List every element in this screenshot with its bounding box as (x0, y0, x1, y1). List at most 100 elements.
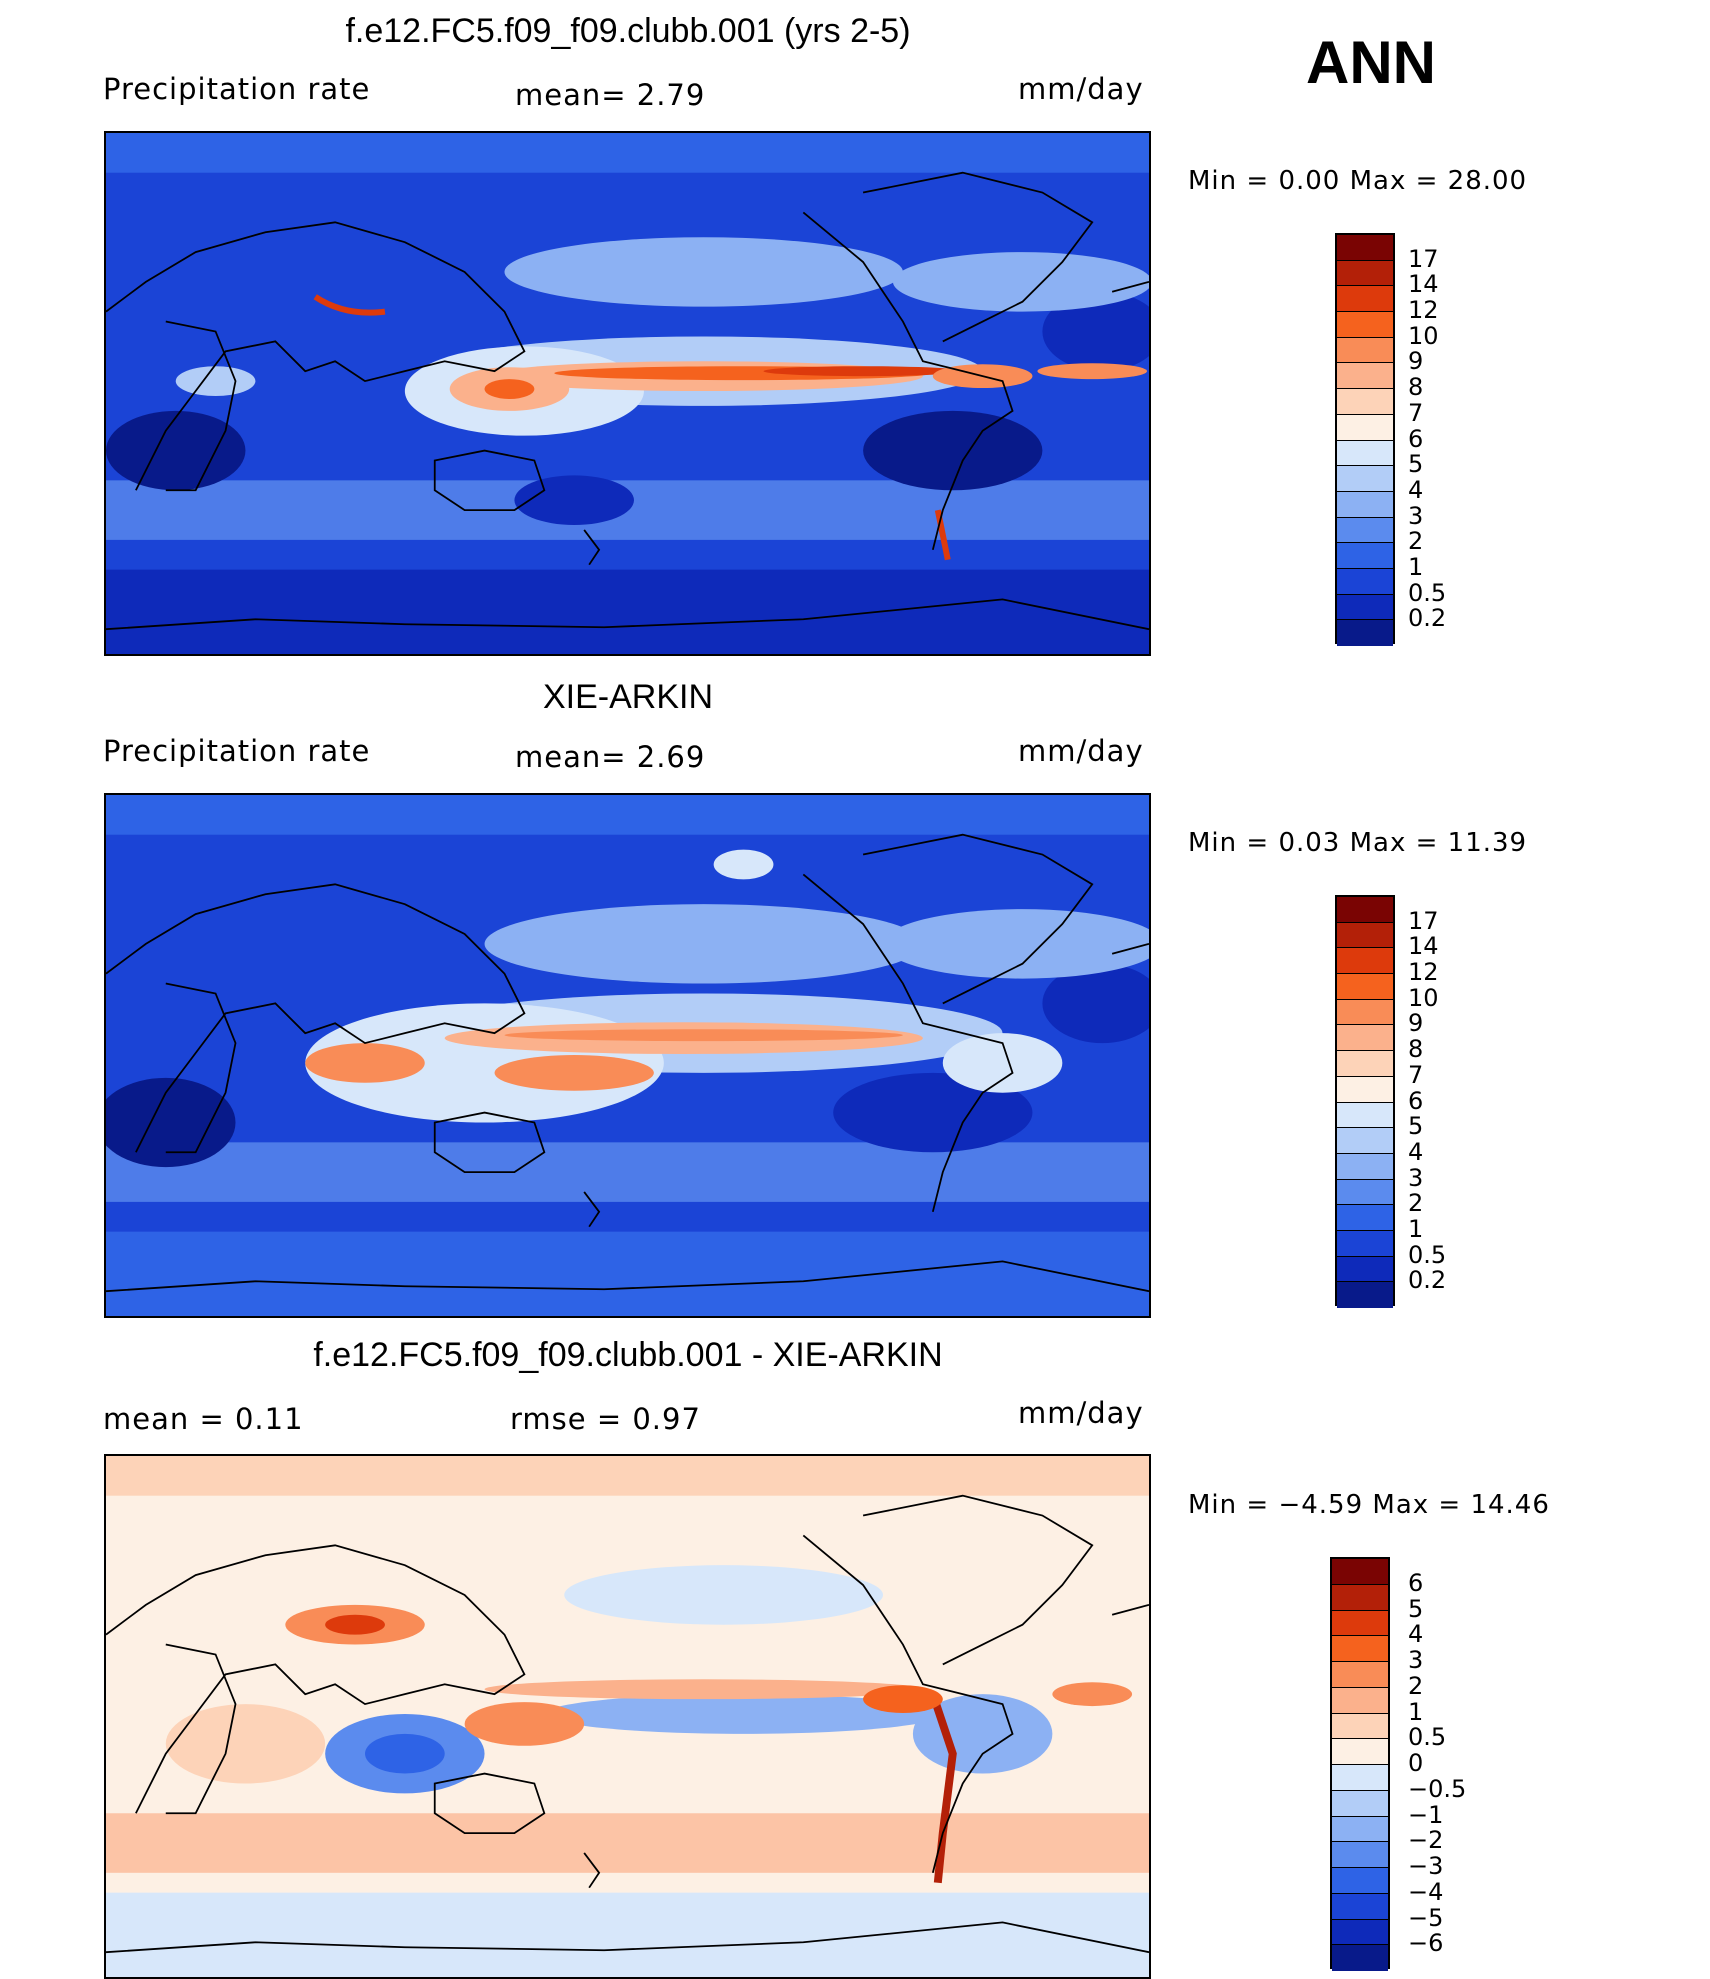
colorbar-segment (1337, 312, 1393, 338)
season-label: ANN (1306, 29, 1436, 96)
colorbar-tick-label: 6 (1408, 424, 1424, 453)
colorbar-segment (1337, 1205, 1393, 1231)
panel-minmax-obs: Min = 0.03 Max = 11.39 (1188, 828, 1528, 858)
colorbar-segment (1337, 1051, 1393, 1077)
colorbar-tick-label: 5 (1408, 1112, 1424, 1141)
colorbar-segment (1332, 1816, 1388, 1843)
colorbar-tick-label: 17 (1408, 244, 1439, 273)
colorbar-tick-label: 8 (1408, 373, 1424, 402)
colorbar-segment (1337, 948, 1393, 975)
panel-mean-diff: mean = 0.11 (103, 1402, 304, 1436)
panel-mean-model: mean= 2.79 (515, 78, 706, 112)
colorbar-tick-label: 9 (1408, 347, 1424, 376)
colorbar-tick-label: 4 (1408, 1620, 1424, 1649)
colorbar-segment (1337, 491, 1393, 518)
colorbar-obs (1335, 895, 1395, 1308)
colorbar-segment (1337, 286, 1393, 313)
colorbar-segment (1337, 1102, 1393, 1129)
colorbar-tick-label: 8 (1408, 1035, 1424, 1064)
panel-mean-obs: mean= 2.69 (515, 740, 706, 774)
colorbar-tick-label: 0.5 (1408, 1723, 1447, 1752)
colorbar-tick-label: 1 (1408, 1697, 1424, 1726)
colorbar-segment (1337, 389, 1393, 415)
colorbar-tick-label: 12 (1408, 296, 1439, 325)
colorbar-segment (1337, 440, 1393, 467)
colorbar-segment (1332, 1713, 1388, 1740)
colorbar-tick-label: 0 (1408, 1749, 1424, 1777)
panel-title-diff: f.e12.FC5.f09_f09.clubb.001 - XIE-ARKIN (313, 1336, 943, 1374)
colorbar-tick-label: 10 (1408, 983, 1439, 1012)
panel-units-diff: mm/day (1018, 1396, 1144, 1430)
colorbar-segment (1332, 1945, 1388, 1971)
colorbar-segment (1332, 1687, 1388, 1714)
colorbar-tick-label: 1 (1408, 552, 1424, 581)
colorbar-tick-label: 14 (1408, 932, 1439, 961)
colorbar-tick-label: −5 (1408, 1903, 1444, 1932)
colorbar-tick-label: −0.5 (1408, 1774, 1467, 1803)
colorbar-tick-label: −4 (1408, 1877, 1444, 1906)
colorbar-segment (1337, 543, 1393, 569)
panel-title-model: f.e12.FC5.f09_f09.clubb.001 (yrs 2-5) (345, 12, 911, 50)
colorbar-tick-label: −2 (1408, 1826, 1444, 1855)
panel-minmax-model: Min = 0.00 Max = 28.00 (1188, 166, 1528, 196)
colorbar-tick-label: −6 (1408, 1929, 1444, 1958)
colorbar-tick-label: 2 (1408, 527, 1424, 556)
colorbar-segment (1337, 1076, 1393, 1103)
map-model (104, 131, 1151, 656)
colorbar-tick-label: 3 (1408, 1646, 1424, 1674)
colorbar-segment (1332, 1919, 1388, 1946)
colorbar-segment (1332, 1842, 1388, 1868)
colorbar-segment (1332, 1790, 1388, 1817)
colorbar-segment (1332, 1610, 1388, 1637)
colorbar-segment (1337, 363, 1393, 390)
panel-left-label-model: Precipitation rate (103, 72, 371, 106)
colorbar-tick-label: 0.2 (1408, 1266, 1447, 1295)
panel-units-obs: mm/day (1018, 734, 1144, 768)
colorbar-tick-label: 3 (1408, 1163, 1424, 1192)
colorbar-tick-label: 5 (1408, 1594, 1424, 1623)
colorbar-tick-label: 6 (1408, 1086, 1424, 1115)
colorbar-tick-label: 0.5 (1408, 578, 1447, 607)
colorbar-tick-label: 4 (1408, 475, 1424, 504)
colorbar-tick-label: −1 (1408, 1800, 1444, 1829)
colorbar-segment (1337, 466, 1393, 492)
colorbar-tick-label: 4 (1408, 1137, 1424, 1166)
colorbar-segment (1332, 1559, 1388, 1585)
panel-units-model: mm/day (1018, 72, 1144, 106)
colorbar-segment (1337, 1025, 1393, 1052)
colorbar-segment (1337, 1282, 1393, 1308)
colorbar-segment (1337, 897, 1393, 923)
colorbar-segment (1337, 517, 1393, 544)
colorbar-segment (1332, 1584, 1388, 1611)
panel-left-label-obs: Precipitation rate (103, 734, 371, 768)
colorbar-tick-label: 7 (1408, 1060, 1424, 1089)
colorbar-tick-label: 6 (1408, 1568, 1424, 1597)
colorbar-segment (1337, 620, 1393, 646)
colorbar-tick-label: 5 (1408, 450, 1424, 479)
colorbar-tick-label: 1 (1408, 1214, 1424, 1243)
panel-title-obs: XIE-ARKIN (542, 678, 714, 716)
colorbar-tick-label: 2 (1408, 1671, 1424, 1700)
colorbar-tick-label: 10 (1408, 321, 1439, 350)
colorbar-segment (1337, 1179, 1393, 1206)
colorbar-segment (1337, 337, 1393, 364)
colorbar-segment (1337, 922, 1393, 949)
colorbar-segment (1332, 1868, 1388, 1894)
colorbar-segment (1337, 1256, 1393, 1283)
colorbar-tick-label: 0.2 (1408, 604, 1447, 633)
colorbar-tick-label: 0.5 (1408, 1240, 1447, 1269)
colorbar-tick-label: 12 (1408, 958, 1439, 987)
colorbar-segment (1337, 235, 1393, 261)
colorbar-segment (1337, 1230, 1393, 1257)
colorbar-tick-label: 7 (1408, 398, 1424, 427)
panel-rmse-diff: rmse = 0.97 (510, 1402, 701, 1436)
colorbar-segment (1337, 1153, 1393, 1180)
colorbar-segment (1337, 999, 1393, 1026)
colorbar-segment (1332, 1893, 1388, 1920)
colorbar-segment (1337, 260, 1393, 287)
colorbar-tick-label: −3 (1408, 1852, 1444, 1880)
colorbar-tick-label: 3 (1408, 501, 1424, 530)
colorbar-segment (1337, 568, 1393, 595)
colorbar-segment (1332, 1662, 1388, 1688)
colorbar-tick-label: 17 (1408, 906, 1439, 935)
